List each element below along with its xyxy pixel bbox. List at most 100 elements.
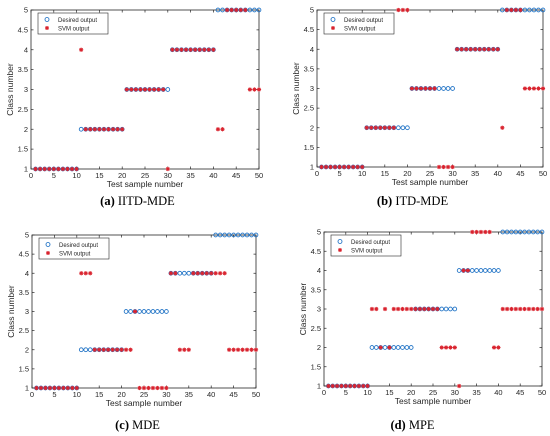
legend-svm-output-label: SVM output bbox=[351, 248, 383, 254]
y-axis-label: Class number bbox=[6, 285, 16, 338]
chart-a-legend bbox=[37, 12, 109, 35]
x-tick-label: 35 bbox=[472, 388, 480, 397]
svm-output-point bbox=[387, 125, 392, 130]
desired-output-point bbox=[177, 270, 183, 276]
svm-output-point bbox=[448, 345, 453, 350]
svm-output-point bbox=[65, 166, 70, 172]
svm-output-point bbox=[159, 385, 165, 391]
y-tick-label: 1.5 bbox=[311, 362, 321, 371]
svm-output-point bbox=[382, 125, 387, 130]
svm-output-point bbox=[445, 164, 451, 170]
svm-output-point bbox=[79, 271, 84, 276]
svm-output-point bbox=[418, 86, 424, 91]
svm-output-point bbox=[400, 7, 405, 13]
y-tick-label: 3.5 bbox=[18, 65, 28, 74]
svm-output-point bbox=[34, 385, 39, 391]
svm-output-point bbox=[356, 383, 361, 389]
svm-output-point bbox=[177, 347, 182, 352]
svm-output-point bbox=[396, 7, 401, 13]
svm-output-point bbox=[378, 125, 383, 130]
desired-output-point bbox=[436, 86, 442, 91]
y-tick-label: 1 bbox=[25, 384, 29, 393]
svm-output-point bbox=[115, 347, 120, 352]
svm-output-point bbox=[173, 271, 178, 276]
desired-output-point bbox=[155, 309, 160, 314]
svm-output-point bbox=[468, 47, 473, 52]
caption-b-label: (b) bbox=[376, 194, 393, 208]
x-tick-label: 35 bbox=[186, 171, 194, 180]
svm-output-point bbox=[500, 125, 505, 130]
svm-output-point bbox=[457, 383, 462, 389]
svm-output-point bbox=[391, 125, 396, 130]
svm-output-point bbox=[435, 306, 440, 312]
svm-output-point bbox=[396, 306, 401, 312]
svm-output-point bbox=[234, 7, 239, 13]
x-tick-label: 40 bbox=[494, 388, 502, 397]
chart-b: 0 5 10 15 20 25 30 35 40 45 50 1 1.5 2 2.5 3 3.5 4 4.5 5 Tes… bbox=[291, 6, 547, 187]
desired-output-point bbox=[249, 232, 254, 238]
x-tick-label: 10 bbox=[73, 390, 81, 399]
desired-output-point bbox=[373, 345, 379, 350]
svm-output-point bbox=[540, 86, 546, 91]
y-tick-label: 3.5 bbox=[19, 288, 29, 297]
svm-output-point bbox=[97, 127, 102, 132]
svm-output-point bbox=[495, 47, 500, 52]
desired-output-point bbox=[452, 306, 458, 312]
svm-output-point bbox=[423, 86, 428, 91]
svm-output-point bbox=[56, 385, 61, 391]
svm-output-point bbox=[342, 164, 347, 170]
svm-output-point bbox=[319, 164, 324, 170]
svm-output-point bbox=[206, 47, 211, 52]
svm-output-point bbox=[369, 306, 375, 312]
svm-output-point bbox=[155, 385, 160, 391]
legend-desired-output-label: Desired output bbox=[59, 243, 98, 249]
svm-output-point bbox=[138, 87, 143, 92]
caption-b: (b) ITD-MDE bbox=[275, 194, 550, 209]
desired-output-point bbox=[469, 268, 475, 273]
svm-output-point bbox=[477, 47, 482, 52]
svm-output-point bbox=[110, 347, 115, 352]
y-tick-label: 5 bbox=[24, 6, 28, 15]
svm-output-point bbox=[365, 383, 370, 389]
svm-output-point bbox=[413, 306, 418, 312]
svm-output-point bbox=[455, 47, 460, 52]
svm-output-point bbox=[164, 385, 169, 391]
desired-output-point bbox=[509, 229, 514, 235]
svm-output-point bbox=[119, 347, 124, 352]
legend-desired-output-label: Desired output bbox=[351, 240, 390, 246]
x-tick-label: 10 bbox=[72, 171, 80, 180]
desired-output-point bbox=[445, 86, 451, 91]
x-tick-label: 0 bbox=[30, 390, 34, 399]
desired-output-point bbox=[128, 309, 133, 314]
legend-desired-output-marker bbox=[337, 239, 343, 244]
desired-output-point bbox=[539, 229, 545, 235]
caption-a: (a) IITD-MDE bbox=[0, 194, 275, 209]
y-tick-label: 4.5 bbox=[304, 25, 314, 34]
desired-output-point bbox=[496, 268, 501, 273]
desired-output-point bbox=[391, 345, 397, 350]
legend-desired-output-marker bbox=[45, 242, 51, 247]
svm-output-point bbox=[182, 347, 187, 352]
svm-output-point bbox=[465, 268, 470, 273]
desired-output-point bbox=[222, 232, 227, 238]
x-tick-label: 0 bbox=[322, 388, 326, 397]
svm-output-point bbox=[522, 306, 527, 312]
caption-a-text: IITD-MDE bbox=[117, 194, 175, 208]
x-tick-label: 40 bbox=[494, 169, 502, 178]
x-tick-label: 25 bbox=[141, 171, 149, 180]
svm-output-point bbox=[526, 306, 532, 312]
y-tick-label: 1 bbox=[24, 165, 28, 174]
svm-output-point bbox=[461, 268, 466, 273]
desired-output-point bbox=[526, 229, 532, 235]
svm-output-point bbox=[355, 164, 360, 170]
legend-desired-output-marker bbox=[330, 17, 336, 22]
desired-output-point bbox=[482, 268, 488, 273]
x-axis-label: Test sample number bbox=[395, 396, 472, 406]
svm-output-point bbox=[459, 47, 464, 52]
svm-output-point bbox=[42, 166, 47, 172]
svm-output-point bbox=[332, 164, 338, 170]
svm-output-point bbox=[120, 127, 125, 132]
legend-svm-output-marker bbox=[45, 26, 49, 30]
svm-output-point bbox=[252, 87, 257, 92]
